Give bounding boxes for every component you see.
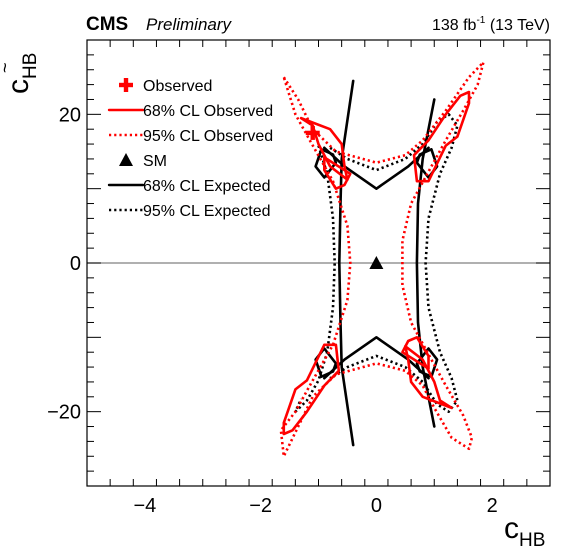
legend-marker-sm xyxy=(119,153,133,166)
lumi-exponent: -1 xyxy=(476,15,486,26)
legend-label: 68% CL Expected xyxy=(143,178,270,195)
y-axis-label: cHB ~ xyxy=(0,53,41,94)
x-tick-label: −2 xyxy=(249,495,272,517)
x-axis-label: cHB xyxy=(504,512,545,551)
x-axis-label-sub: HB xyxy=(519,530,546,551)
contour-observed-95-0 xyxy=(279,61,485,458)
legend-label: 68% CL Observed xyxy=(143,103,273,120)
legend-item: Observed xyxy=(119,78,212,95)
y-tick-label: 0 xyxy=(70,253,81,275)
x-axis-label-main: c xyxy=(504,512,519,545)
legend-item: 95% CL Observed xyxy=(109,128,273,145)
legend-label: 95% CL Observed xyxy=(143,128,273,145)
legend-marker-observed-v xyxy=(123,78,129,92)
legend-item: 68% CL Observed xyxy=(107,103,273,120)
contour-expected-68-7 xyxy=(415,347,439,378)
legend-item: 68% CL Expected xyxy=(107,178,270,195)
contour-observed-68-4 xyxy=(401,336,430,370)
contour-observed-68-0 xyxy=(412,90,471,183)
y-tick-label: −20 xyxy=(47,402,81,424)
y-axis-label-sub: HB xyxy=(20,52,41,79)
x-tick-label: 2 xyxy=(487,495,498,517)
y-tick-label: 20 xyxy=(59,104,81,126)
sm-point xyxy=(369,256,384,269)
preliminary-label: Preliminary xyxy=(146,15,232,34)
legend-item: SM xyxy=(119,153,167,170)
contour-expected-95-0 xyxy=(329,113,459,413)
contours-layer xyxy=(87,61,550,458)
contour-expected-68-4 xyxy=(314,148,338,179)
legend-item: 95% CL Expected xyxy=(109,203,270,220)
legend-label: 95% CL Expected xyxy=(143,203,270,220)
cms-label: CMS xyxy=(86,14,129,35)
legend: Observed 68% CL Observed 95% CL Observed SM… xyxy=(107,78,273,220)
lumi-energy: (13 TeV) xyxy=(489,17,550,34)
contour-expected-68-3 xyxy=(415,98,436,428)
x-tick-label: 0 xyxy=(371,495,382,517)
legend-label: SM xyxy=(143,153,167,170)
contour-observed-68-2 xyxy=(323,156,352,190)
y-axis-label-accent: ~ xyxy=(0,62,16,73)
legend-label: Observed xyxy=(143,78,212,95)
observed-point-v xyxy=(310,125,315,140)
x-tick-label: −4 xyxy=(133,495,156,517)
lumi-value: 138 fb xyxy=(431,17,477,34)
contour-expected-95-1 xyxy=(294,145,336,413)
contour-observed-68-3 xyxy=(404,345,453,410)
contour-expected-68-0 xyxy=(338,79,355,447)
luminosity-label: 138 fb-1 (13 TeV) xyxy=(432,15,550,35)
contour-observed-68-1 xyxy=(299,116,349,181)
contour-observed-68-5 xyxy=(282,343,341,436)
y-axis-label-main: c xyxy=(2,79,35,94)
